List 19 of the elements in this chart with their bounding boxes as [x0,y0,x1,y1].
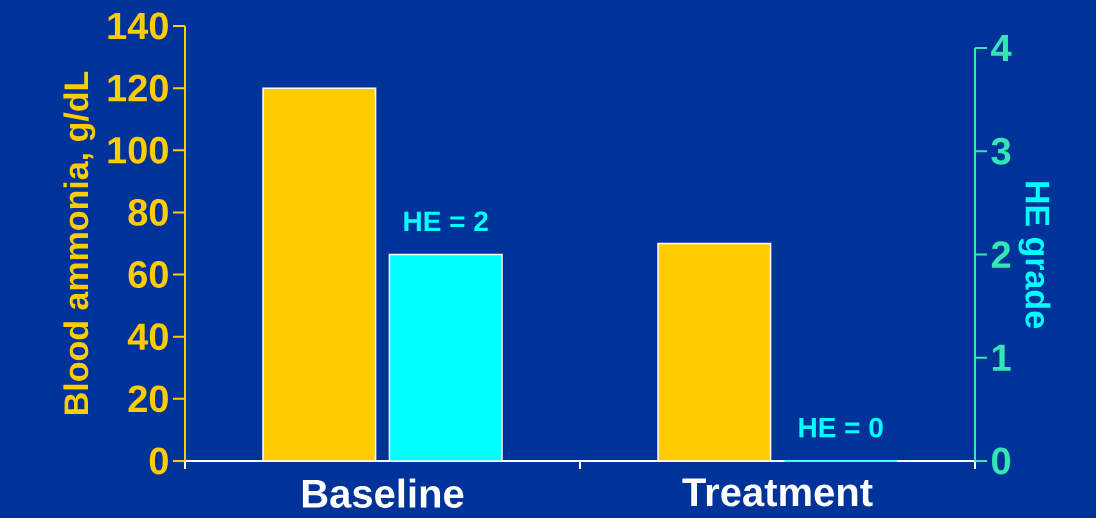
x-tick-label: Baseline [302,478,464,508]
x-tick-label: Treatment [682,478,873,507]
data-label: HE = 2 [404,211,488,231]
y2-tick-label: 2 [991,241,1011,268]
y-tick-label: 100 [108,136,168,164]
y-axis-title: Blood ammonia, g/dL [63,71,96,415]
y2-tick-label: 0 [992,447,1011,475]
y-tick-label: 40 [127,323,168,351]
y2-tick-label: 1 [992,344,1011,371]
y-tick-label: 80 [128,198,168,226]
y-tick-label: 60 [128,261,168,289]
y-tick-label: 0 [149,447,168,475]
y2-tick-label: 4 [991,34,1012,62]
y2-tick-label: 3 [991,137,1011,165]
y2-axis-title: HE grade [1018,182,1051,328]
data-label: HE = 0 [799,417,883,438]
y-tick-label: 140 [108,12,168,40]
y-tick-label: 120 [108,74,168,102]
y-tick-label: 20 [128,385,168,413]
